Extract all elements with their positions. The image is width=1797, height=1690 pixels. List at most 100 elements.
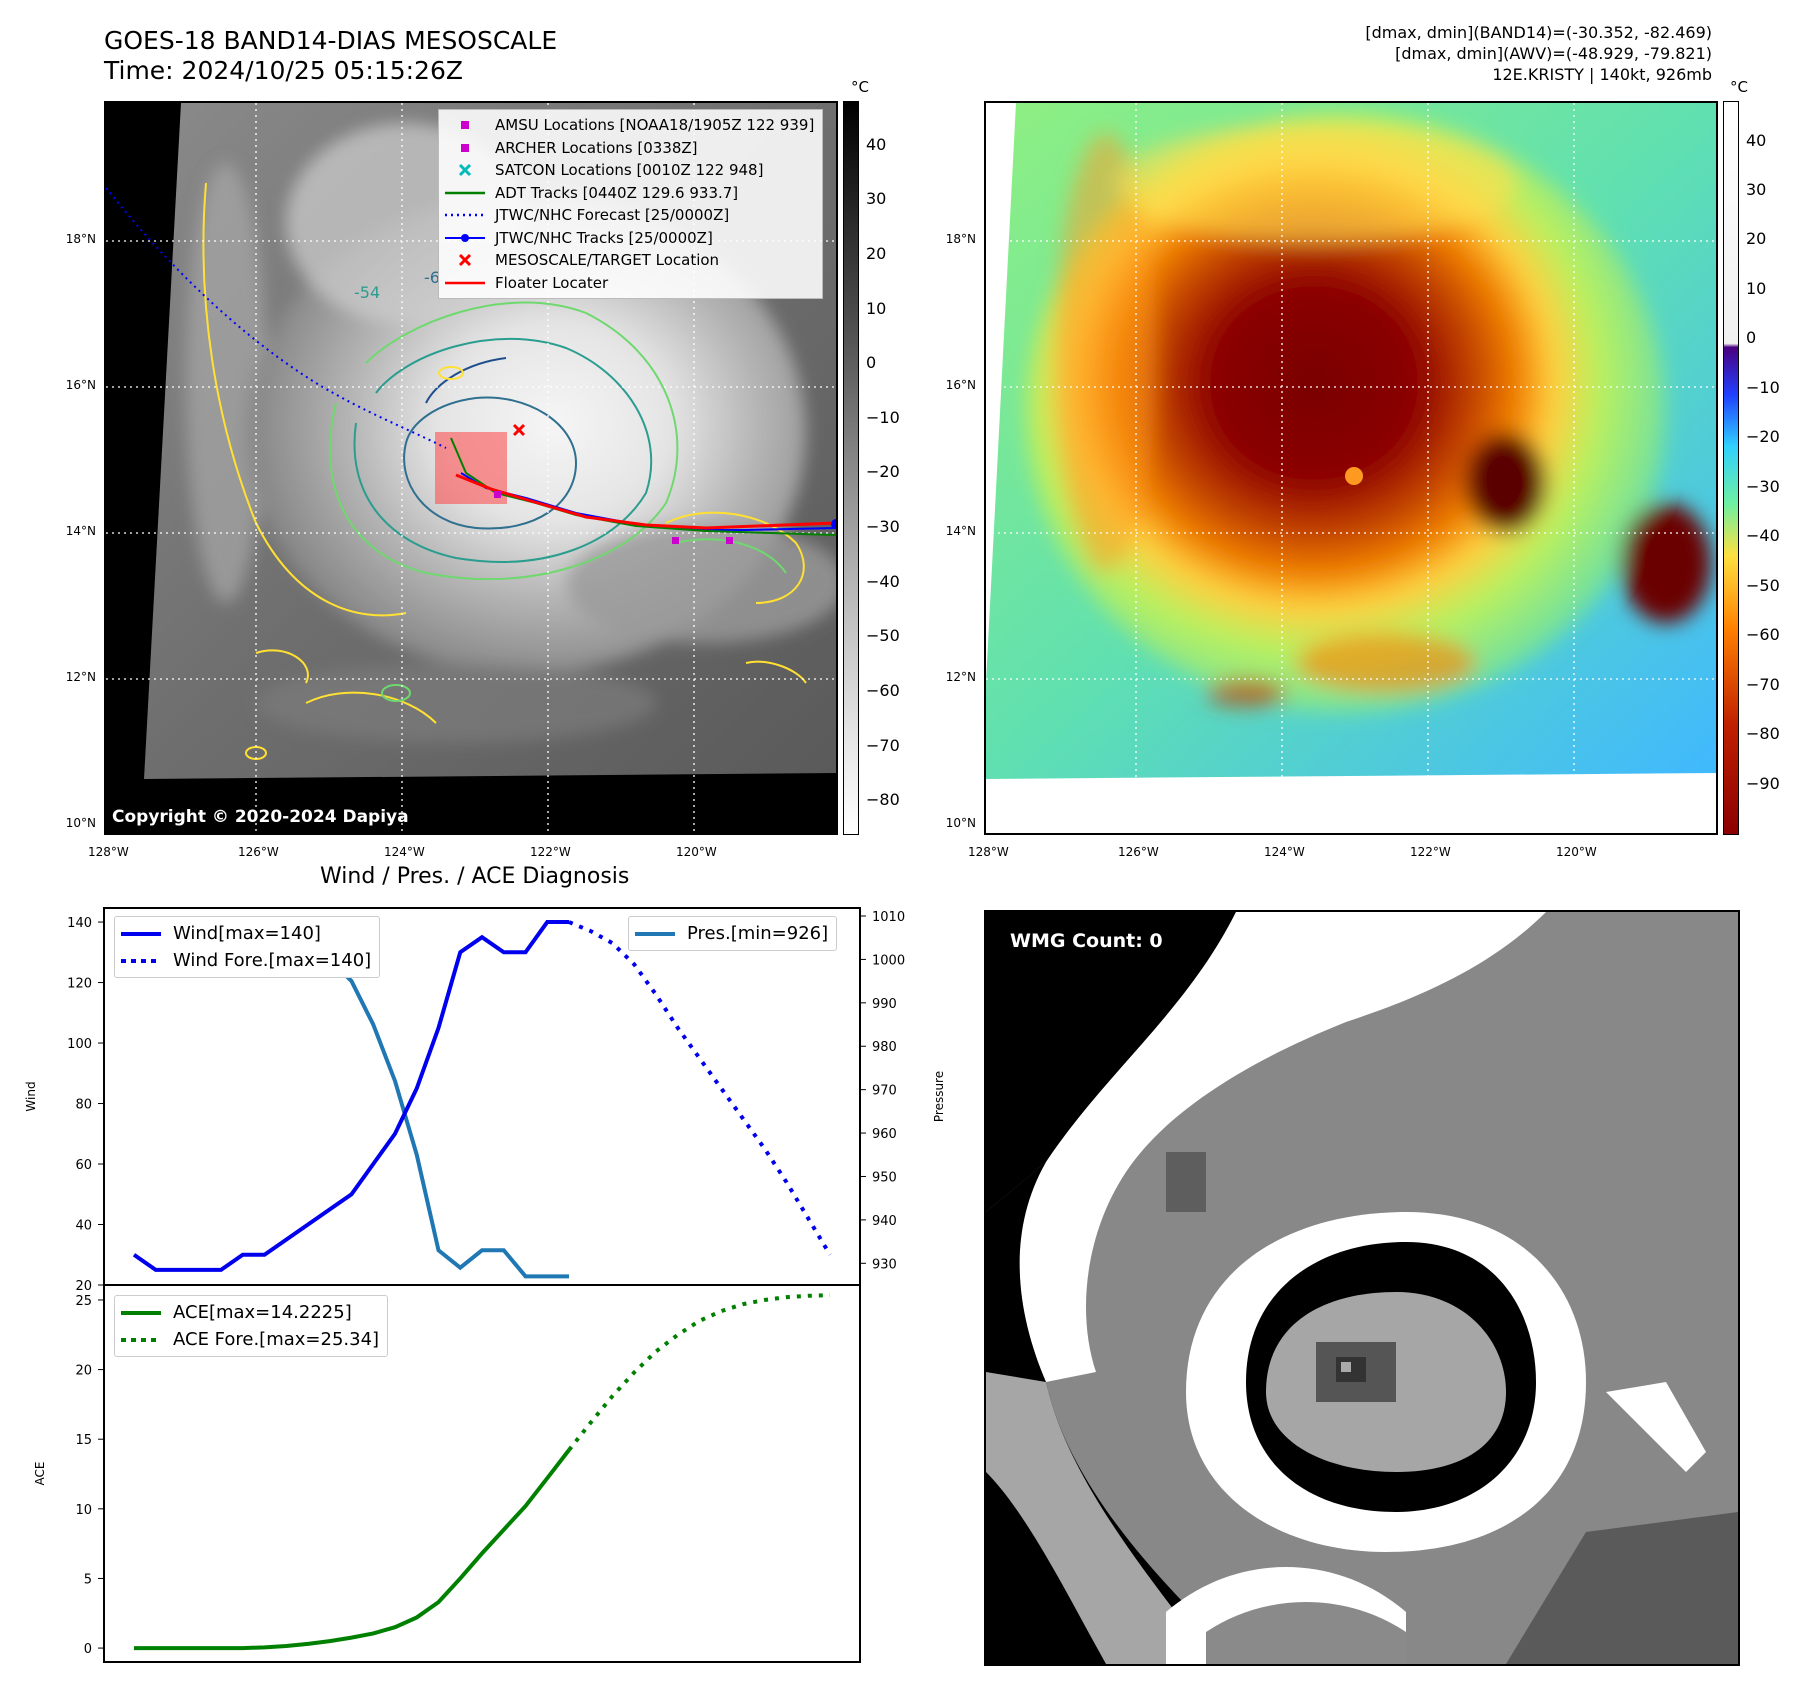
awv-lat-label-12: 12°N [945,670,976,684]
ir-map-panel: -54 -6 Copyright © 2020-2024 Dapiya AMSU… [104,101,838,835]
color-colorbar-tick: −40 [1746,526,1780,546]
map-legend-symbol [445,118,485,132]
wind-tick-label: 40 [75,1219,92,1234]
awv-features [1026,113,1711,713]
gray-colorbar-tick: −40 [866,571,900,591]
ace-legend-label: ACE[max=14.2225] [173,1302,352,1323]
diagnosis-chart: 2040608010012014093094095096097098099010… [24,907,946,1663]
map-legend-label: ARCHER Locations [0338Z] [495,138,698,157]
wind-fore-legend-label: Wind Fore.[max=140] [173,950,372,971]
lon-label-120: 120°W [676,845,717,859]
awv-map [986,103,1716,833]
awv-lon-label-120: 120°W [1556,845,1597,859]
map-legend-label: AMSU Locations [NOAA18/1905Z 122 939] [495,116,815,134]
contour-label-1: -54 [354,283,380,302]
pres-axis-label: Pressure [932,1071,946,1122]
lat-label-18: 18°N [65,232,96,246]
ace-fore-legend-label: ACE Fore.[max=25.34] [173,1329,380,1350]
figure-title: GOES-18 BAND14-DIAS MESOSCALE Time: 2024… [104,26,557,86]
color-colorbar-tick: −60 [1746,625,1780,645]
map-legend-item: MESOSCALE/TARGET Location [445,249,814,272]
ace-tick-label: 15 [75,1433,92,1448]
contour-label-2: -6 [424,268,440,287]
color-colorbar-unit: °C [1730,78,1748,96]
awv-map-panel [984,101,1718,835]
pres-tick-label: 990 [872,997,897,1012]
amsu-markers [494,491,733,544]
lat-label-10: 10°N [65,816,96,830]
wind-line [132,920,569,1272]
map-legend-item: AMSU Locations [NOAA18/1905Z 122 939] [445,114,814,137]
pres-tick-label: 1000 [872,953,905,968]
map-legend-label: Floater Locater [495,273,609,292]
pres-tick-label: 950 [872,1170,897,1185]
awv-lat-label-18: 18°N [945,232,976,246]
ace-tick-label: 20 [75,1364,92,1379]
map-legend-symbol [445,276,485,290]
forecast-track [106,187,447,449]
gray-colorbar-tick: −60 [866,680,900,700]
ace-tick-label: 25 [75,1294,92,1309]
wmg-count-label: WMG Count: 0 [1002,926,1171,956]
wind-fore-legend-swatch [121,958,161,963]
target-marker [512,423,526,437]
color-colorbar-tick: 30 [1746,180,1767,200]
title-line-2: Time: 2024/10/25 05:15:26Z [104,56,463,85]
ace-axis-label: ACE [33,1462,47,1486]
pressure-legend: Pres.[min=926] [628,916,838,951]
map-legend-symbol [445,186,485,200]
map-legend-label: SATCON Locations [0010Z 122 948] [495,161,764,179]
info-line-3: 12E.KRISTY | 140kt, 926mb [1492,65,1712,84]
wind-tick-label: 140 [67,916,92,931]
info-line-2: [dmax, dmin](AWV)=(-48.929, -79.821) [1395,44,1712,63]
color-colorbar-tick: −20 [1746,427,1780,447]
wind-legend: Wind[max=140] Wind Fore.[max=140] [114,916,381,978]
color-colorbar-tick: −10 [1746,377,1780,397]
gray-colorbar-tick: 20 [866,243,887,263]
lon-label-126: 126°W [238,845,279,859]
color-colorbar-tick: 20 [1746,229,1767,249]
gray-colorbar-tick: −70 [866,735,900,755]
title-line-1: GOES-18 BAND14-DIAS MESOSCALE [104,26,558,55]
wind-tick-label: 60 [75,1158,92,1173]
storm-info: [dmax, dmin](BAND14)=(-30.352, -82.469) … [1365,22,1712,85]
awv-lon-label-124: 124°W [1264,845,1305,859]
color-colorbar-tick: −70 [1746,674,1780,694]
map-legend-symbol [445,253,485,267]
color-colorbar [1723,101,1739,835]
gray-colorbar-tick: 0 [866,353,877,373]
awv-lon-label-122: 122°W [1410,845,1451,859]
wind-tick-label: 120 [67,977,92,992]
map-legend-item: Floater Locater [445,272,814,295]
map-legend-item: JTWC/NHC Forecast [25/0000Z] [445,204,814,227]
pres-tick-label: 940 [872,1214,897,1229]
awv-lat-label-10: 10°N [945,816,976,830]
info-line-1: [dmax, dmin](BAND14)=(-30.352, -82.469) [1365,23,1712,42]
gray-colorbar-tick: −10 [866,407,900,427]
gray-colorbar-tick: −20 [866,462,900,482]
color-colorbar-tick: −90 [1746,773,1780,793]
diagnosis-title: Wind / Pres. / ACE Diagnosis [320,864,630,889]
wind-tick-label: 80 [75,1098,92,1113]
lat-label-12: 12°N [65,670,96,684]
map-legend-symbol [445,208,485,222]
pres-tick-label: 980 [872,1040,897,1055]
lat-label-16: 16°N [65,378,96,392]
awv-lat-label-14: 14°N [945,524,976,538]
map-legend-symbol [445,231,485,245]
ace-legend-swatch [121,1310,161,1315]
map-legend-symbol [445,163,485,177]
wind-forecast-line [568,920,832,1256]
gray-colorbar-tick: 40 [866,134,887,154]
map-legend-label: JTWC/NHC Forecast [25/0000Z] [495,206,730,224]
wind-legend-label: Wind[max=140] [173,923,321,944]
wind-tick-label: 20 [75,1279,92,1294]
map-legend-item: JTWC/NHC Tracks [25/0000Z] [445,227,814,250]
gray-colorbar-tick: −80 [866,790,900,810]
color-colorbar-tick: −30 [1746,476,1780,496]
gray-colorbar-tick: −30 [866,517,900,537]
map-legend-item: ADT Tracks [0440Z 129.6 933.7] [445,182,814,205]
gray-colorbar-tick: 30 [866,189,887,209]
wind-tick-label: 100 [67,1037,92,1052]
pres-tick-label: 930 [872,1257,897,1272]
